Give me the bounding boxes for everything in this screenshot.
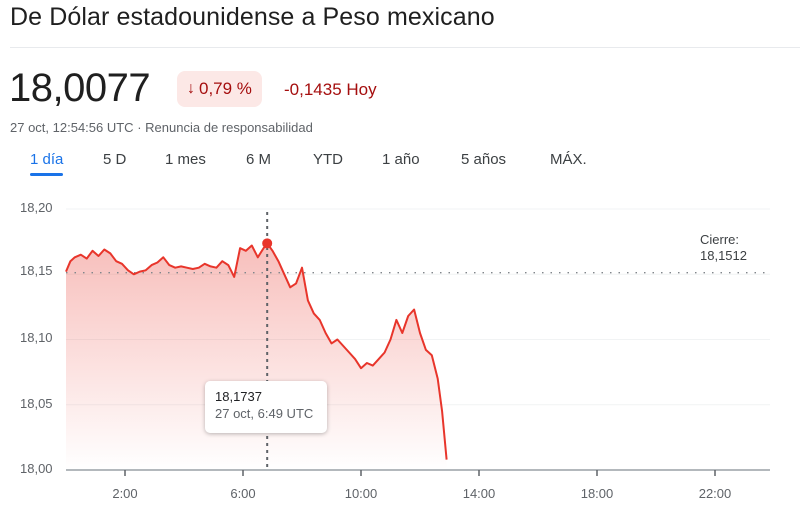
quote-timestamp: 27 oct, 12:54:56 UTC: [10, 120, 134, 135]
tab-5-days[interactable]: 5 D: [103, 151, 127, 168]
x-tick-label: 18:00: [580, 486, 614, 501]
y-tick-label: 18,05: [20, 396, 53, 411]
tab-max[interactable]: MÁX.: [550, 151, 587, 168]
y-tick-label: 18,15: [20, 263, 53, 278]
change-absolute: -0,1435 Hoy: [284, 80, 377, 99]
header-divider: [10, 47, 800, 48]
change-percent-badge: ↓ 0,79 %: [177, 71, 262, 107]
price-chart[interactable]: 18,20 18,15 18,10 18,05 18,00 2:00 6:00 …: [0, 190, 800, 509]
arrow-down-icon: ↓: [187, 80, 195, 97]
current-price: 18,0077: [9, 66, 151, 110]
tab-1-day[interactable]: 1 día: [30, 151, 64, 168]
x-tick-label: 22:00: [698, 486, 732, 501]
x-tick-label: 6:00: [230, 486, 256, 501]
x-tick-label: 10:00: [344, 486, 378, 501]
hover-tooltip: 18,1737 27 oct, 6:49 UTC: [205, 381, 327, 433]
tab-6-months[interactable]: 6 M: [246, 151, 272, 168]
active-tab-indicator: [30, 173, 63, 176]
tooltip-time: 27 oct, 6:49 UTC: [215, 406, 314, 421]
chart-plot: [65, 208, 770, 476]
quote-subline: 27 oct, 12:54:56 UTC · Renuncia de respo…: [10, 120, 313, 135]
previous-close-label: Cierre: 18,1512: [700, 232, 747, 264]
y-tick-label: 18,00: [20, 461, 53, 476]
close-value: 18,1512: [700, 248, 747, 263]
tab-1-year[interactable]: 1 año: [382, 151, 420, 168]
tooltip-value: 18,1737: [215, 389, 262, 404]
tab-1-month[interactable]: 1 mes: [165, 151, 206, 168]
tab-5-years[interactable]: 5 años: [461, 151, 507, 168]
close-caption: Cierre:: [700, 232, 740, 247]
change-percent: 0,79 %: [199, 79, 252, 98]
x-tick-label: 14:00: [462, 486, 496, 501]
page-title: De Dólar estadounidense a Peso mexicano: [10, 3, 495, 31]
separator: ·: [137, 120, 142, 135]
x-tick-label: 2:00: [112, 486, 138, 501]
y-tick-label: 18,10: [20, 330, 53, 345]
y-tick-label: 18,20: [20, 200, 53, 215]
disclaimer-link[interactable]: Renuncia de responsabilidad: [145, 120, 313, 135]
tab-ytd[interactable]: YTD: [313, 151, 343, 168]
